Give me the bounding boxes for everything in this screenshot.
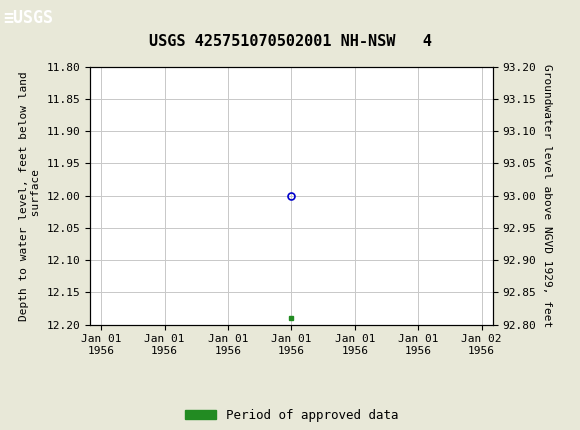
Y-axis label: Groundwater level above NGVD 1929, feet: Groundwater level above NGVD 1929, feet [542, 64, 552, 327]
Text: ≡USGS: ≡USGS [3, 9, 53, 27]
Legend: Period of approved data: Period of approved data [180, 404, 403, 427]
Y-axis label: Depth to water level, feet below land
 surface: Depth to water level, feet below land su… [19, 71, 41, 320]
Text: USGS 425751070502001 NH-NSW   4: USGS 425751070502001 NH-NSW 4 [148, 34, 432, 49]
